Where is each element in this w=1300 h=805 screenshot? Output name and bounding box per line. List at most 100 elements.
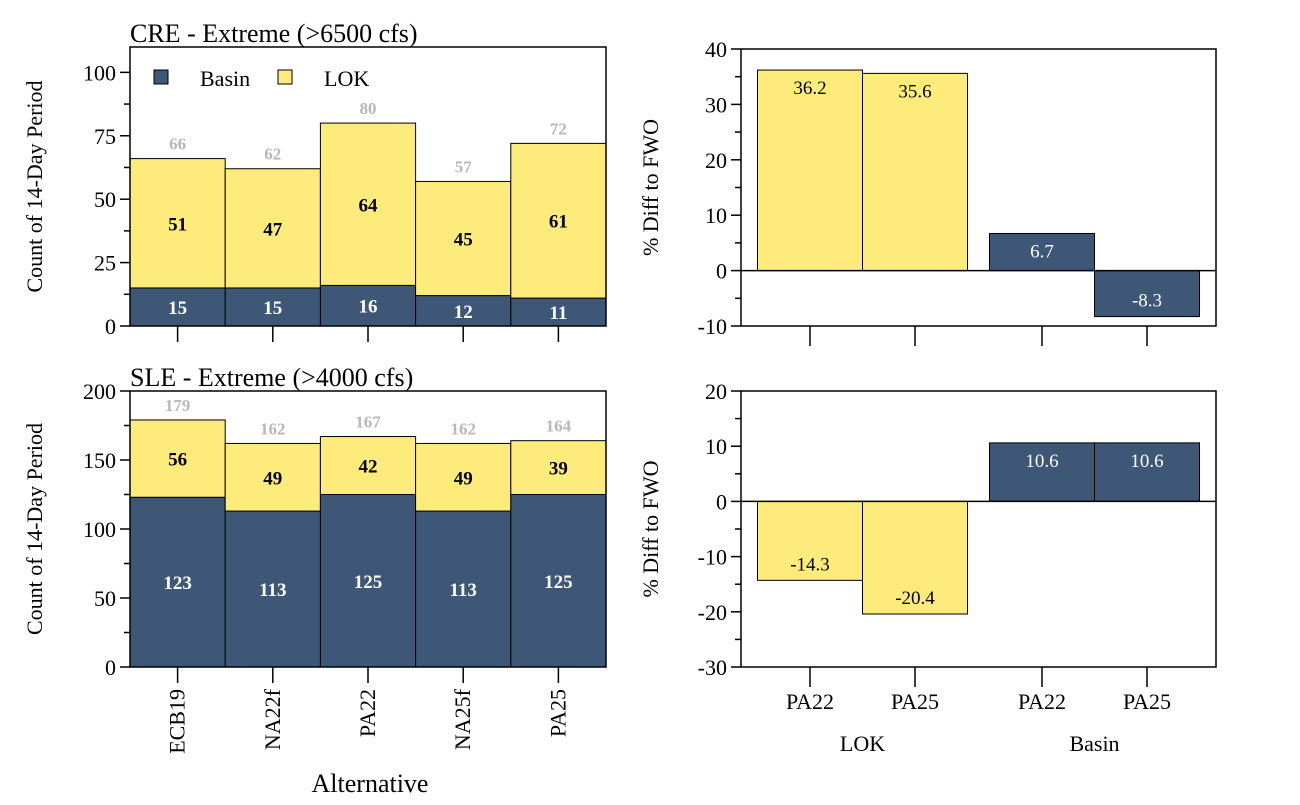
y-tick-label-sle-count-100: 100 xyxy=(83,517,116,542)
value-label-cre-count-lok-na22f: 47 xyxy=(263,219,283,240)
bar-cre-count-lok-pa22 xyxy=(319,122,417,286)
total-label-cre-count-na22f: 62 xyxy=(264,145,281,164)
x-axis-title: Alternative xyxy=(312,769,429,798)
x-tick-label-sle-diff-lok-pa25: PA25 xyxy=(891,689,939,714)
value-label-sle-count-lok-na25f: 49 xyxy=(454,468,473,489)
value-label-sle-count-basin-pa22: 125 xyxy=(354,572,383,593)
diff-bar-cre-diff-basin-pa22 xyxy=(989,232,1095,272)
value-label-sle-count-lok-pa25: 39 xyxy=(549,459,568,480)
group-label-lok: LOK xyxy=(840,731,885,756)
diff-value-label-sle-diff-basin-pa25: 10.6 xyxy=(1130,451,1163,472)
panel-sle-count: 123 56 179 113 49 162 125 42 167 113 49 162 125 39 164… xyxy=(22,379,607,754)
total-label-cre-count-pa22: 80 xyxy=(360,99,377,118)
panel-cre-diff: 36.2 35.6 6.7 -8.3 -10 0 10 20 30 40 % Diff to FWO xyxy=(638,37,1217,346)
bar-sle-count-basin-pa22 xyxy=(319,494,417,668)
diff-value-label-cre-diff-basin-pa25: -8.3 xyxy=(1132,291,1162,312)
y-axis-label-sle-diff: % Diff to FWO xyxy=(638,460,663,597)
y-tick-label-sle-count-50: 50 xyxy=(94,586,116,611)
y-tick-label-sle-count-200: 200 xyxy=(83,379,116,404)
bar-sle-count-lok-pa25 xyxy=(510,440,607,495)
y-tick-label-sle-diff-20: 20 xyxy=(705,379,727,404)
value-label-cre-count-basin-pa22: 16 xyxy=(359,297,378,318)
value-label-sle-count-lok-pa22: 42 xyxy=(359,457,378,478)
y-tick-label-sle-diff--30: -30 xyxy=(698,655,727,680)
bar-sle-count-lok-na25f xyxy=(415,442,512,512)
total-label-sle-count-ecb19: 179 xyxy=(165,396,191,415)
diff-bar-cre-diff-basin-pa25 xyxy=(1094,270,1200,318)
y-tick-label-sle-count-0: 0 xyxy=(105,655,116,680)
y-tick-label-sle-diff--10: -10 xyxy=(698,545,727,570)
panel-cre-count: 15 51 66 15 47 62 16 64 80 12 45 57 11 61 72 0 25 50 75 100… xyxy=(22,46,607,342)
y-tick-label-cre-count-25: 25 xyxy=(94,251,116,276)
value-label-cre-count-lok-pa22: 64 xyxy=(359,195,379,216)
total-label-sle-count-na25f: 162 xyxy=(450,419,476,438)
total-label-cre-count-pa25: 72 xyxy=(550,119,567,138)
diff-bar-cre-diff-lok-pa25 xyxy=(862,72,968,272)
bar-sle-count-lok-na22f xyxy=(224,442,321,512)
total-label-sle-count-na22f: 162 xyxy=(260,419,286,438)
value-label-cre-count-lok-na25f: 45 xyxy=(454,229,473,250)
legend-label-basin: Basin xyxy=(200,66,250,91)
value-label-sle-count-basin-na25f: 113 xyxy=(449,580,476,601)
value-label-cre-count-basin-na22f: 15 xyxy=(263,298,282,319)
bar-cre-count-lok-ecb19 xyxy=(129,158,226,289)
bar-cre-count-lok-pa25 xyxy=(510,142,607,299)
value-label-cre-count-basin-pa25: 11 xyxy=(549,303,567,324)
panel-title-cre: CRE - Extreme (>6500 cfs) xyxy=(130,19,418,48)
diff-value-label-sle-diff-lok-pa22: -14.3 xyxy=(790,554,830,575)
chart-panels: 1551661547621664801245571161720255075100… xyxy=(22,37,1217,756)
x-tick-label-na25f: NA25f xyxy=(450,688,475,750)
y-tick-label-cre-diff-40: 40 xyxy=(705,37,727,62)
y-axis-label-sle-count: Count of 14-Day Period xyxy=(22,423,47,635)
diff-value-label-cre-diff-lok-pa22: 36.2 xyxy=(793,78,826,99)
y-axis-label-cre-count: Count of 14-Day Period xyxy=(22,80,47,292)
x-tick-label-na22f: NA22f xyxy=(260,688,285,750)
diff-value-label-sle-diff-basin-pa22: 10.6 xyxy=(1025,451,1058,472)
total-label-cre-count-ecb19: 66 xyxy=(169,135,186,154)
value-label-cre-count-lok-ecb19: 51 xyxy=(168,214,187,235)
x-tick-label-sle-diff-basin-pa25: PA25 xyxy=(1123,689,1171,714)
x-tick-label-ecb19: ECB19 xyxy=(165,689,190,754)
y-tick-label-cre-diff-0: 0 xyxy=(716,259,727,284)
total-label-sle-count-pa25: 164 xyxy=(546,417,572,436)
y-tick-label-cre-count-100: 100 xyxy=(83,60,116,85)
bar-cre-count-lok-na25f xyxy=(415,180,512,297)
y-tick-label-cre-diff--10: -10 xyxy=(698,314,727,339)
y-tick-label-cre-diff-20: 20 xyxy=(705,148,727,173)
bar-sle-count-basin-na25f xyxy=(415,510,512,668)
y-axis-label-cre-diff: % Diff to FWO xyxy=(638,119,663,256)
legend-swatch-basin xyxy=(153,69,169,85)
x-tick-label-sle-diff-lok-pa22: PA22 xyxy=(786,689,834,714)
value-label-cre-count-basin-ecb19: 15 xyxy=(168,298,187,319)
y-tick-label-sle-count-150: 150 xyxy=(83,448,116,473)
diff-bar-sle-diff-basin-pa25 xyxy=(1094,442,1200,502)
y-tick-label-sle-diff-10: 10 xyxy=(705,434,727,459)
group-label-basin: Basin xyxy=(1069,731,1119,756)
y-tick-label-cre-count-75: 75 xyxy=(94,124,116,149)
x-tick-label-pa22: PA22 xyxy=(355,689,380,737)
value-label-cre-count-lok-pa25: 61 xyxy=(549,212,568,233)
total-label-sle-count-pa22: 167 xyxy=(355,413,381,432)
value-label-sle-count-lok-ecb19: 56 xyxy=(168,450,187,471)
legend-label-lok: LOK xyxy=(324,66,369,91)
total-label-cre-count-na25f: 57 xyxy=(455,157,473,176)
panel-title-sle: SLE - Extreme (>4000 cfs) xyxy=(130,363,413,392)
panel-sle-diff: -14.3 -20.4 10.6 10.6 -30 -20 -10 0 10 20 % Diff t… xyxy=(638,379,1217,756)
diff-bar-cre-diff-lok-pa22 xyxy=(757,69,863,272)
value-label-sle-count-basin-na22f: 113 xyxy=(259,580,286,601)
value-label-sle-count-lok-na22f: 49 xyxy=(263,468,282,489)
y-tick-label-cre-count-0: 0 xyxy=(105,314,116,339)
value-label-cre-count-basin-na25f: 12 xyxy=(454,302,473,323)
bar-sle-count-basin-na22f xyxy=(224,510,321,668)
y-tick-label-cre-diff-10: 10 xyxy=(705,203,727,228)
y-tick-label-cre-diff-30: 30 xyxy=(705,92,727,117)
value-label-sle-count-basin-ecb19: 123 xyxy=(163,573,192,594)
value-label-sle-count-basin-pa25: 125 xyxy=(544,572,573,593)
y-tick-label-sle-diff-0: 0 xyxy=(716,489,727,514)
diff-value-label-cre-diff-basin-pa22: 6.7 xyxy=(1030,241,1054,262)
y-tick-label-cre-count-50: 50 xyxy=(94,187,116,212)
bar-sle-count-lok-pa22 xyxy=(319,436,417,496)
bar-cre-count-basin-ecb19 xyxy=(129,287,226,327)
